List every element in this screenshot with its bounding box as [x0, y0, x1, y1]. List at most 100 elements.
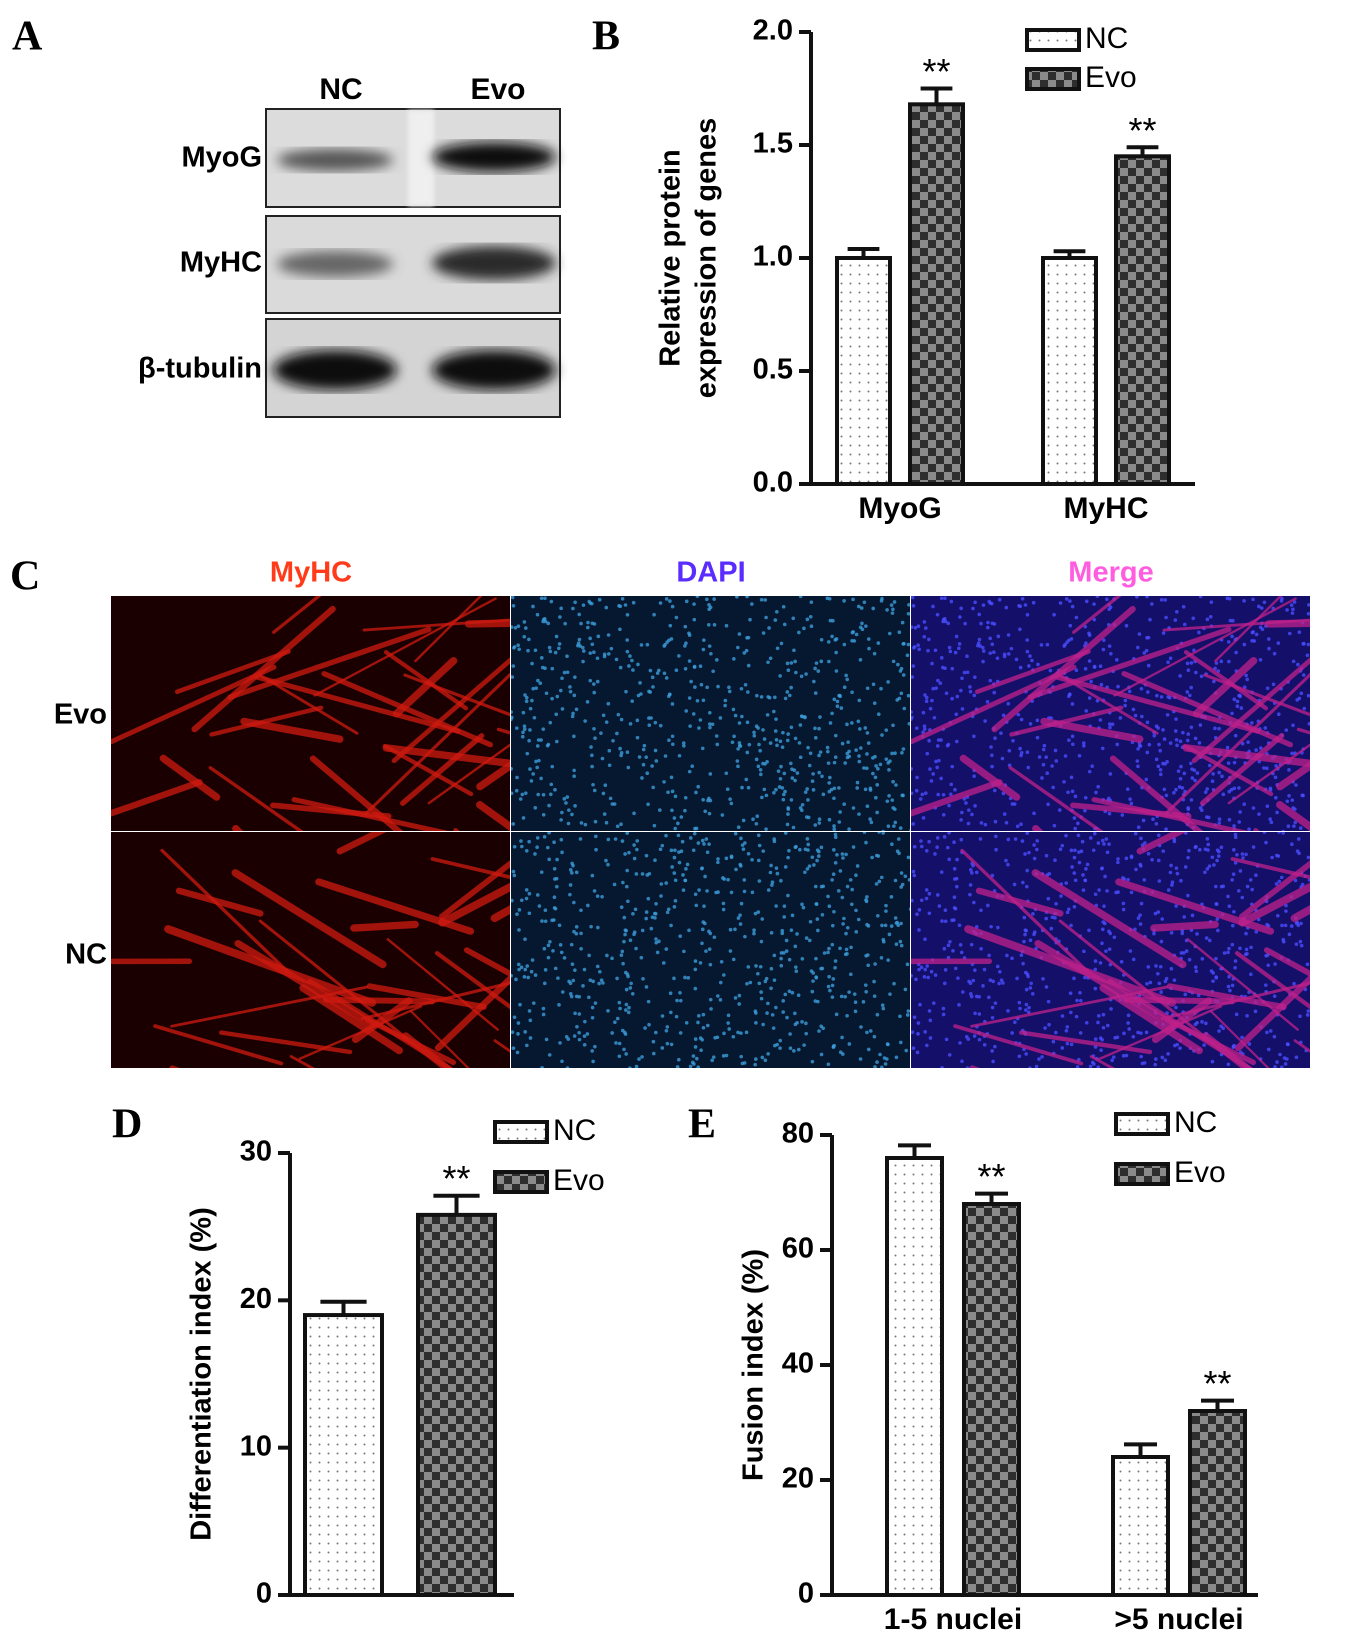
nucleus	[539, 656, 544, 660]
nucleus	[547, 1053, 552, 1057]
nucleus	[860, 621, 864, 626]
nucleus	[680, 839, 685, 844]
nucleus	[927, 738, 931, 743]
nucleus	[651, 685, 655, 689]
nucleus	[1009, 646, 1014, 651]
nucleus	[1034, 1064, 1039, 1068]
nucleus	[654, 940, 659, 945]
nucleus	[790, 913, 795, 918]
nucleus	[1128, 949, 1133, 953]
nucleus	[742, 1061, 747, 1065]
nucleus	[973, 804, 977, 808]
nucleus	[626, 899, 630, 904]
fiber	[289, 1055, 316, 1068]
nucleus	[1111, 1055, 1116, 1059]
nucleus	[1254, 632, 1259, 637]
nucleus	[727, 689, 732, 694]
nucleus	[744, 648, 749, 653]
nucleus	[895, 849, 900, 854]
nucleus	[1146, 690, 1150, 694]
nucleus	[681, 741, 686, 745]
fiber	[209, 705, 324, 737]
nucleus	[772, 839, 777, 844]
nucleus	[659, 894, 663, 898]
nucleus	[658, 601, 663, 605]
nucleus	[1296, 923, 1301, 928]
nucleus	[900, 793, 905, 798]
nucleus	[1142, 878, 1147, 882]
nucleus	[708, 931, 713, 936]
nucleus	[698, 1036, 703, 1040]
nucleus	[1197, 630, 1201, 635]
panel-letter: E	[688, 1102, 716, 1148]
nucleus	[573, 968, 577, 972]
y-tick-label: 20	[240, 1283, 272, 1315]
nucleus	[618, 665, 623, 670]
nucleus	[1109, 651, 1113, 656]
nucleus	[880, 733, 884, 737]
nucleus	[952, 867, 957, 871]
nucleus	[1286, 1042, 1290, 1047]
nucleus	[712, 597, 716, 601]
nucleus	[968, 685, 972, 689]
nucleus	[1237, 786, 1241, 790]
fiber	[1009, 705, 1124, 737]
nucleus	[1299, 921, 1303, 926]
y-tick-label: 20	[782, 1463, 814, 1495]
nucleus	[997, 597, 1002, 602]
nucleus	[790, 990, 795, 995]
nucleus	[595, 894, 600, 898]
nucleus	[619, 753, 623, 758]
nucleus	[1156, 910, 1161, 914]
y-tick-label: 0.5	[753, 354, 793, 386]
fiber	[1072, 596, 1122, 634]
nucleus	[1251, 806, 1256, 810]
nucleus	[1248, 878, 1253, 882]
nucleus	[1234, 650, 1238, 655]
nucleus	[539, 776, 543, 781]
nucleus	[1024, 1052, 1028, 1056]
nucleus	[736, 747, 740, 751]
nucleus	[827, 817, 832, 822]
nucleus	[699, 682, 704, 687]
nucleus	[628, 722, 633, 726]
nucleus	[610, 956, 614, 961]
nucleus	[912, 873, 917, 878]
nucleus	[653, 748, 658, 753]
nucleus	[716, 684, 720, 689]
nucleus	[970, 812, 974, 817]
nucleus	[701, 647, 706, 652]
nucleus	[693, 826, 697, 831]
nucleus	[557, 646, 561, 651]
nucleus	[612, 802, 617, 806]
nucleus	[838, 810, 842, 814]
nucleus	[729, 801, 734, 806]
nucleus	[955, 884, 959, 889]
nucleus	[918, 1002, 922, 1007]
nucleus	[1109, 1007, 1113, 1011]
nucleus	[527, 891, 532, 896]
nucleus	[935, 836, 940, 840]
nucleus	[666, 790, 670, 795]
nucleus	[1284, 728, 1289, 732]
nucleus	[819, 1052, 824, 1057]
nucleus	[856, 917, 861, 922]
nucleus	[1053, 748, 1058, 753]
nucleus	[1177, 785, 1182, 789]
nucleus	[538, 681, 543, 685]
nucleus	[1032, 932, 1036, 937]
nucleus	[899, 921, 903, 926]
nucleus	[632, 856, 637, 861]
nucleus	[884, 903, 888, 908]
row-label: MyHC	[180, 247, 262, 279]
nucleus	[662, 780, 666, 784]
fiber	[160, 848, 289, 973]
nucleus	[1183, 865, 1188, 869]
fiber	[1089, 1055, 1116, 1068]
nucleus	[746, 690, 750, 694]
nucleus	[795, 1020, 799, 1025]
fiber	[1203, 673, 1310, 717]
nucleus	[850, 902, 854, 907]
fiber	[164, 925, 377, 1007]
nucleus	[1072, 905, 1077, 909]
